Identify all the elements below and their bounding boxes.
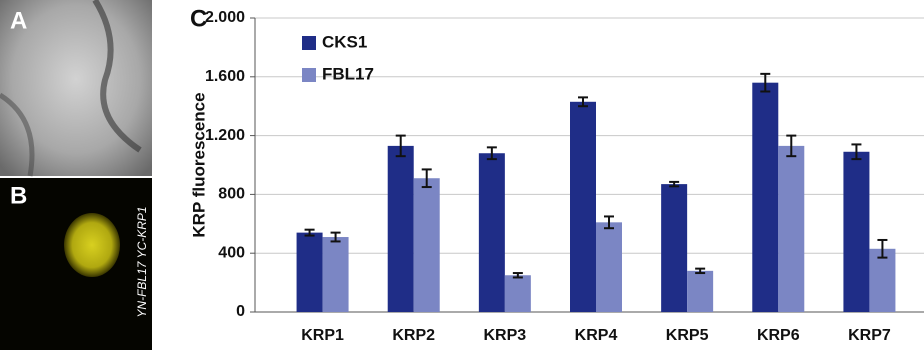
bar: [687, 271, 713, 312]
x-tick-label: KRP7: [848, 327, 891, 344]
x-tick-label: KRP4: [575, 327, 618, 344]
bar: [479, 153, 505, 312]
nucleus: [64, 213, 120, 277]
panel-label: B: [10, 182, 27, 209]
y-tick-label: 1.200: [205, 127, 245, 144]
bar: [570, 102, 596, 312]
x-tick-label: KRP2: [392, 327, 435, 344]
bar: [596, 222, 622, 312]
legend-swatch: [302, 68, 316, 82]
bar: [297, 233, 323, 312]
legend-label: FBL17: [322, 64, 374, 83]
y-tick-label: 800: [218, 186, 245, 203]
bar: [661, 184, 687, 312]
panel-caption: YN-FBL17 YC-KRP1: [135, 206, 149, 317]
bar: [752, 83, 778, 312]
y-tick-label: 400: [218, 244, 245, 261]
y-tick-label: 0: [236, 303, 245, 320]
bar: [505, 275, 531, 312]
bar: [778, 146, 804, 312]
y-axis-label: KRP fluorescence: [189, 92, 208, 237]
legend-label: CKS1: [322, 32, 367, 51]
y-tick-label: 1.600: [205, 68, 245, 85]
legend-swatch: [302, 36, 316, 50]
figure: A B YN-FBL17 YC-KRP1 C KRP fluorescence …: [0, 0, 924, 350]
panel-label: A: [10, 7, 27, 34]
bar: [323, 237, 349, 312]
x-tick-label: KRP3: [484, 327, 527, 344]
bar: [388, 146, 414, 312]
bar: [414, 178, 440, 312]
y-tick-label: 2.000: [205, 9, 245, 26]
bar: [843, 152, 869, 312]
x-tick-label: KRP5: [666, 327, 709, 344]
x-tick-label: KRP1: [301, 327, 344, 344]
x-tick-label: KRP6: [757, 327, 800, 344]
